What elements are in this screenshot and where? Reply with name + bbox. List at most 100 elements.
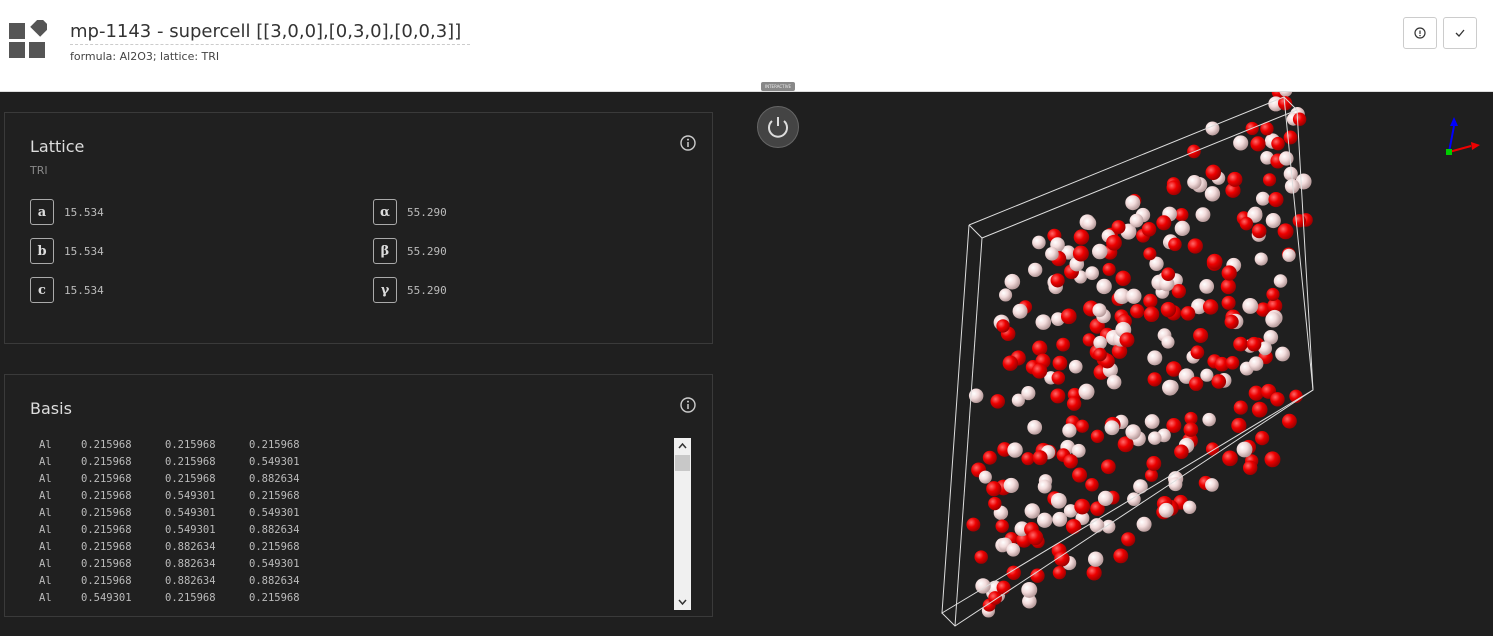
atom: [1101, 459, 1116, 475]
atom: [1050, 492, 1067, 509]
atom: [995, 519, 1009, 533]
atom: [1104, 420, 1120, 436]
atom: [1125, 195, 1141, 211]
atom: [1149, 256, 1164, 271]
coordinate: 0.215968: [81, 575, 132, 587]
page-subtitle: formula: Al2O3; lattice: TRI: [70, 50, 220, 63]
info-button[interactable]: [1403, 17, 1437, 49]
atom: [1051, 371, 1066, 385]
atom: [1063, 454, 1078, 469]
atom: [1206, 253, 1223, 270]
atom: [1214, 356, 1230, 372]
panel-title: Lattice: [30, 137, 85, 156]
atom: [1202, 299, 1219, 315]
atom: [1279, 92, 1293, 97]
basis-row: Al 0.215968 0.882634 0.882634: [30, 573, 670, 590]
element: Al: [39, 541, 52, 553]
atom: [1030, 568, 1045, 583]
atom: [1166, 418, 1182, 433]
atom: [1028, 262, 1043, 277]
coordinate: 0.215968: [249, 490, 300, 502]
atom: [1275, 346, 1290, 362]
atom: [1078, 383, 1095, 400]
atom: [1090, 429, 1105, 443]
atom: [1251, 401, 1268, 418]
atom: [1187, 175, 1202, 190]
atom: [1183, 422, 1199, 437]
atom: [1193, 327, 1209, 344]
atom: [966, 517, 981, 532]
atom: [1147, 431, 1162, 445]
atom: [1265, 311, 1281, 328]
atom: [1024, 503, 1041, 519]
coordinate: 0.215968: [81, 473, 132, 485]
lattice-panel: Lattice TRI a 15.534 b 15.534 c 15.534 α 55.290…: [4, 112, 713, 344]
power-button[interactable]: [757, 106, 801, 150]
atom: [1111, 220, 1126, 235]
atom: [1205, 478, 1219, 492]
param-name: β: [373, 238, 397, 264]
atom: [1279, 151, 1294, 166]
atom: [1056, 337, 1071, 352]
atom: [1002, 355, 1019, 371]
coordinate: 0.882634: [165, 575, 216, 587]
atom: [1222, 450, 1238, 467]
atom: [1263, 329, 1279, 345]
atom: [1092, 243, 1108, 260]
atom: [1093, 347, 1107, 362]
atom: [1086, 565, 1102, 581]
lattice-param: β 55.290: [373, 238, 447, 264]
atom: [1273, 274, 1288, 288]
confirm-button[interactable]: [1443, 17, 1477, 49]
atom: [1052, 511, 1068, 527]
scrollbar[interactable]: [674, 438, 691, 610]
atom: [1136, 516, 1152, 532]
atom: [1072, 467, 1088, 483]
atom: [1236, 441, 1253, 458]
atom: [1158, 502, 1174, 518]
atom: [1011, 393, 1025, 407]
coordinate: 0.215968: [81, 456, 132, 468]
coordinate: 0.215968: [165, 456, 216, 468]
atom: [1254, 252, 1268, 266]
atom: [1102, 262, 1116, 276]
atom: [1278, 96, 1293, 111]
atom: [1264, 451, 1281, 468]
param-name: γ: [373, 277, 397, 303]
structure-viewer[interactable]: [716, 92, 1493, 636]
atom: [1204, 186, 1221, 202]
param-name: α: [373, 199, 397, 225]
atom: [1090, 501, 1105, 516]
info-icon[interactable]: [680, 397, 696, 413]
atom: [1115, 270, 1131, 287]
basis-row: Al 0.215968 0.549301 0.215968: [30, 488, 670, 505]
coordinate: 0.549301: [165, 490, 216, 502]
atom: [1113, 548, 1129, 564]
atom: [1267, 298, 1283, 314]
atom: [1003, 477, 1019, 494]
info-icon[interactable]: [680, 135, 696, 151]
atom: [1073, 229, 1090, 245]
atom: [986, 481, 1002, 497]
coordinate: 0.215968: [249, 541, 300, 553]
atom: [1037, 479, 1052, 494]
atom: [1021, 386, 1036, 401]
atom: [1156, 215, 1172, 231]
param-value: 55.290: [407, 205, 447, 219]
axis-gizmo: [1446, 117, 1480, 155]
panel-title: Basis: [30, 399, 72, 418]
lattice-param: γ 55.290: [373, 277, 447, 303]
atom: [1195, 207, 1211, 223]
atom: [1187, 238, 1203, 254]
atom: [1074, 498, 1091, 515]
atom: [1101, 519, 1116, 534]
atom: [1092, 303, 1107, 318]
atom: [1119, 332, 1135, 348]
atom: [1268, 192, 1284, 208]
atom: [1037, 512, 1053, 528]
atom: [1205, 164, 1222, 181]
atom: [1143, 293, 1158, 309]
basis-row: Al 0.215968 0.882634 0.215968: [30, 539, 670, 556]
atom: [1082, 333, 1096, 347]
